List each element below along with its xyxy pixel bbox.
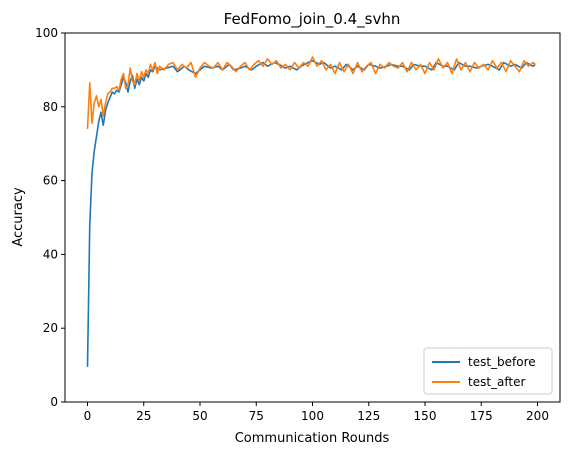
x-tick-label: 0: [84, 409, 92, 423]
x-tick-label: 75: [249, 409, 264, 423]
x-tick-label: 100: [301, 409, 324, 423]
series-layer: [86, 56, 536, 367]
y-tick-label: 60: [43, 174, 58, 188]
legend-label: test_before: [468, 355, 536, 369]
legend-label: test_after: [468, 375, 526, 389]
y-axis-ticks: 0 20 40 60 80 100: [35, 26, 65, 409]
x-tick-label: 25: [136, 409, 151, 423]
x-axis-ticks: 0 25 50 75 100 125 150 175 200: [84, 402, 549, 423]
legend: test_before test_after: [423, 347, 553, 395]
x-tick-label: 125: [357, 409, 380, 423]
y-tick-label: 0: [50, 395, 58, 409]
x-tick-label: 200: [526, 409, 549, 423]
x-axis-label: Communication Rounds: [235, 431, 390, 446]
series-line-test-after: [86, 56, 536, 129]
y-tick-label: 80: [43, 100, 58, 114]
y-tick-label: 40: [43, 247, 58, 261]
x-tick-label: 175: [470, 409, 493, 423]
chart-title: FedFomo_join_0.4_svhn: [224, 10, 401, 29]
y-tick-label: 20: [43, 321, 58, 335]
y-axis-label: Accuracy: [11, 187, 26, 247]
x-tick-label: 50: [192, 409, 207, 423]
x-tick-label: 150: [414, 409, 437, 423]
y-tick-label: 100: [35, 26, 58, 40]
